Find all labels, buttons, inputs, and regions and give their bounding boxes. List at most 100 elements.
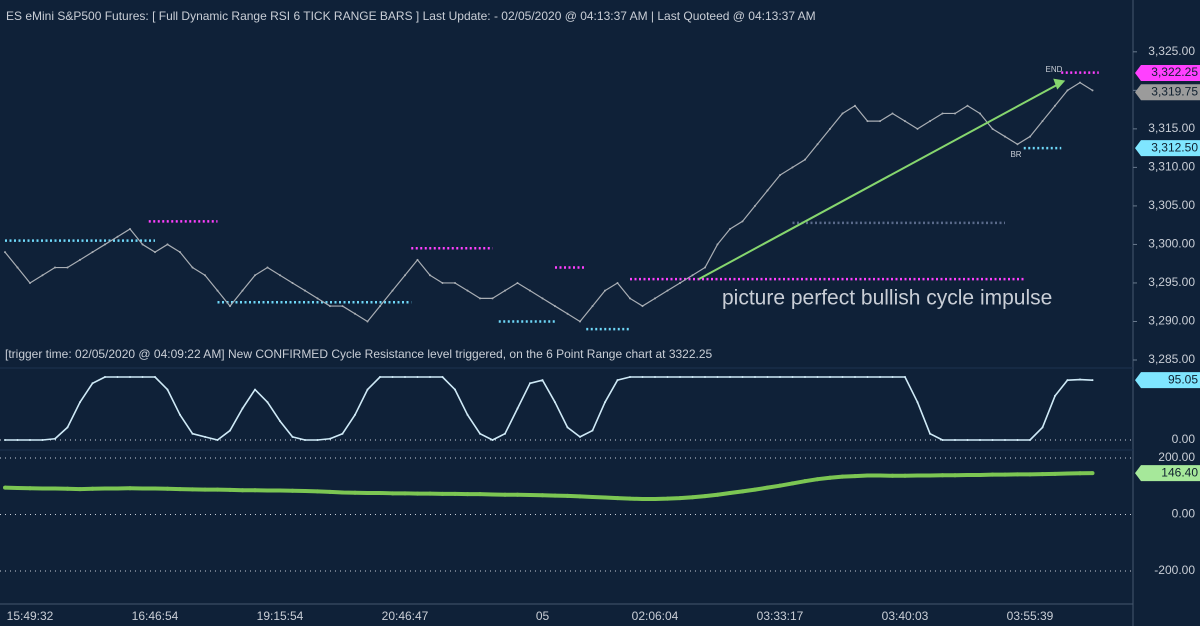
data-point [15, 485, 20, 490]
data-point [16, 266, 19, 269]
data-point [179, 251, 181, 254]
data-point [841, 112, 844, 115]
data-point [729, 228, 731, 231]
data-point [154, 376, 156, 378]
data-point [316, 439, 319, 441]
data-point [54, 266, 56, 269]
data-point [241, 289, 244, 292]
data-point [1079, 81, 1081, 84]
data-point [90, 486, 95, 491]
data-point [191, 432, 194, 435]
data-point [553, 493, 557, 498]
data-point [4, 439, 6, 441]
data-point [103, 486, 107, 491]
x-tick-label: 03:40:03 [882, 609, 929, 623]
data-point [166, 243, 169, 246]
data-point [766, 189, 769, 192]
data-point [853, 474, 857, 479]
data-point [704, 376, 706, 378]
data-point [279, 274, 281, 277]
data-point [378, 491, 382, 496]
data-point [279, 420, 281, 423]
data-point [590, 494, 595, 499]
data-point [253, 488, 257, 493]
data-point [441, 376, 444, 378]
data-point [891, 112, 894, 115]
data-point [1003, 472, 1007, 477]
data-point [41, 439, 44, 441]
data-point [804, 376, 806, 378]
data-point [703, 494, 707, 499]
data-point [1015, 472, 1020, 477]
data-point [741, 376, 744, 378]
data-point [629, 297, 631, 300]
annotation: BR [1010, 150, 1021, 159]
data-point [128, 486, 132, 491]
y-tick-label: 3,295.00 [1148, 275, 1195, 289]
data-point [390, 491, 395, 496]
data-point [315, 489, 320, 494]
data-point [790, 481, 795, 486]
data-point [929, 120, 931, 123]
data-point [1091, 379, 1094, 382]
data-point [879, 376, 881, 378]
data-point [766, 376, 769, 378]
data-point [403, 491, 407, 496]
data-point [291, 281, 294, 284]
data-point [979, 439, 981, 441]
value-tag [1135, 140, 1200, 157]
data-point [741, 220, 744, 223]
data-point [1066, 89, 1069, 92]
data-point [290, 488, 295, 493]
data-point [690, 495, 695, 500]
value-tag-label: 3,322.25 [1151, 65, 1198, 79]
data-point [529, 289, 531, 292]
data-point [954, 439, 956, 441]
data-point [116, 235, 119, 238]
data-point [604, 289, 606, 292]
x-tick-label: 16:46:54 [132, 609, 179, 623]
data-point [29, 439, 31, 441]
data-point [716, 376, 719, 378]
data-point [1028, 472, 1032, 477]
value-tag-label: 3,319.75 [1151, 84, 1198, 98]
data-point [640, 496, 645, 501]
data-point [978, 472, 982, 477]
data-point [641, 376, 644, 378]
value-tag-label: 95.05 [1168, 372, 1198, 386]
data-point [203, 487, 207, 492]
data-point [616, 379, 619, 382]
data-point [803, 479, 807, 484]
data-point [54, 437, 56, 440]
data-point [928, 473, 932, 478]
data-point [340, 490, 345, 495]
data-point [16, 439, 19, 441]
data-point [915, 473, 920, 478]
data-point [491, 297, 494, 300]
data-point [316, 297, 319, 300]
data-point [79, 401, 81, 404]
data-point [366, 388, 369, 391]
value-tag [1135, 465, 1200, 482]
data-point [429, 376, 431, 378]
data-point [478, 492, 482, 497]
data-point [166, 388, 169, 391]
data-point [429, 274, 431, 277]
value-tag-label: 146.40 [1161, 465, 1198, 479]
data-point [91, 382, 94, 385]
y-tick-label: 0.00 [1172, 432, 1196, 446]
data-point [641, 305, 644, 308]
y-tick-label: 3,300.00 [1148, 237, 1195, 251]
data-point [729, 376, 731, 378]
data-point [704, 266, 706, 269]
data-point [740, 489, 745, 494]
data-point [266, 401, 269, 404]
x-tick-label: 05 [536, 609, 550, 623]
data-point [904, 376, 906, 378]
data-point [191, 266, 194, 269]
data-point [366, 320, 369, 323]
data-point [190, 487, 195, 492]
